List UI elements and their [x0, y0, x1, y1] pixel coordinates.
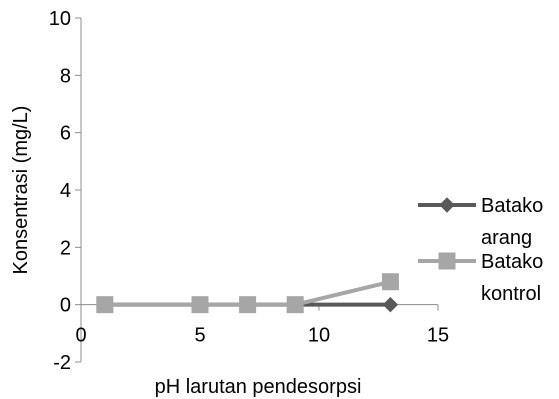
legend-item: Batako arang — [418, 195, 543, 249]
data-point — [96, 296, 114, 314]
y-axis-title: Konsentrasi (mg/L) — [10, 106, 32, 275]
x-tick-label: 15 — [427, 325, 449, 347]
data-point — [286, 296, 304, 314]
y-tick-label: 4 — [60, 180, 71, 202]
legend-label: Batako — [481, 251, 543, 273]
data-point — [381, 273, 399, 291]
data-point — [382, 296, 399, 313]
legend-marker — [438, 252, 456, 270]
x-tick-label: 5 — [194, 325, 205, 347]
data-point — [191, 296, 209, 314]
legend-item: Batako kontrol — [418, 251, 543, 305]
x-tick-label: 0 — [75, 325, 86, 347]
series-layer — [96, 273, 399, 314]
y-tick-label: -2 — [53, 352, 71, 374]
y-tick-label: 10 — [49, 8, 71, 30]
legend-label: kontrol — [481, 283, 541, 305]
series-2 — [96, 273, 399, 314]
y-tick-label: 0 — [60, 295, 71, 317]
x-tick-label: 10 — [308, 325, 330, 347]
y-tick-label: 6 — [60, 123, 71, 145]
legend-label: Batako — [481, 195, 543, 217]
legend-label: arang — [481, 227, 532, 249]
legend-marker — [439, 197, 455, 213]
y-tick-label: 2 — [60, 237, 71, 259]
y-tick-label: 8 — [60, 65, 71, 87]
x-axis-title: pH larutan pendesorpsi — [155, 376, 362, 398]
data-point — [239, 296, 257, 314]
